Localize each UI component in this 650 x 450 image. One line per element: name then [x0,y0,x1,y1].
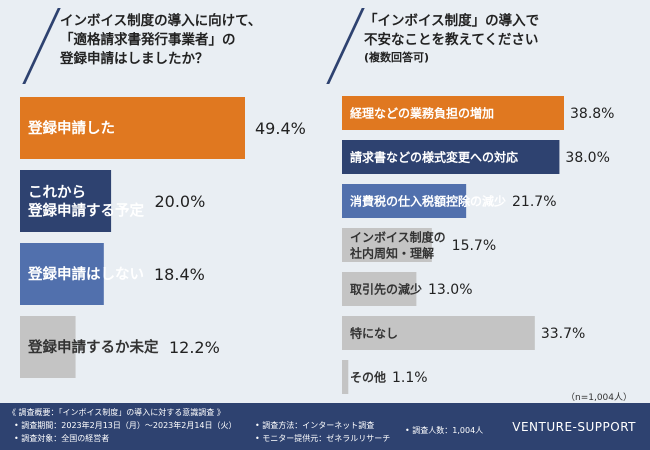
bar [20,316,76,378]
category-label-line: 取引先の減少 [350,281,422,296]
category-label: 消費税の仕入税額控除の減少 [350,193,506,208]
footer-monitor: • モニター提供元：ゼネラルリサーチ [255,434,391,443]
bar [342,360,349,394]
sample-size-label: （n=1,004人） [565,393,632,403]
value-label: 15.7% [452,238,496,254]
category-label: 登録申請はしない [27,265,144,283]
value-label: 38.0% [565,150,609,166]
left-title-line: 「適格請求書発行事業者」の [60,32,236,48]
right-question-header: 「インボイス制度」の導入で 不安なことを教えてください (複数回答可) [326,0,640,88]
left-title-line: インボイス制度の導入に向けて、 [60,13,262,29]
category-label-line: 登録申請する予定 [27,201,144,219]
footer-method: • 調査方法：インターネット調査 [255,421,375,430]
category-label: 経理などの業務負担の増加 [350,105,494,120]
bar [342,228,432,262]
footer-count: • 調査人数：1,004人 [405,426,484,435]
value-label: 38.8% [570,106,614,122]
right-question-title: 「インボイス制度」の導入で 不安なことを教えてください (複数回答可) [364,12,634,65]
category-label-line: インボイス制度の [350,229,446,244]
category-label: 登録申請した [27,119,115,137]
left-title-line: 登録申請はしましたか？ [60,51,209,67]
category-label-line: 消費税の仕入税額控除の減少 [350,193,506,208]
category-label-line: 経理などの業務負担の増加 [350,105,494,120]
right-title-subtitle: (複数回答可) [364,51,430,64]
value-label: 13.0% [428,282,472,298]
survey-bar-charts: 登録申請した 49.4% これから登録申請する予定 20.0% 登録申請はしない 18.4… [20,96,614,394]
right-title-line: 不安なことを教えてください [364,32,539,48]
category-label: 登録申請するか未定 [27,338,159,356]
bar [20,170,112,232]
bar [342,184,467,218]
value-label: 20.0% [154,192,205,211]
category-label: 請求書などの様式変更への対応 [350,149,518,164]
value-label: 12.2% [169,338,220,357]
category-label: これから登録申請する予定 [27,184,144,220]
category-label-line: 特になし [350,325,398,340]
bar [20,243,104,305]
bar [342,140,560,174]
bar [342,272,417,306]
survey-footer: 《 調査概要：「インボイス制度」の導入に対する意識調査 》 • 調査期間：202… [0,403,650,450]
category-label-line: 社内周知・理解 [349,245,434,260]
category-label-line: これから [28,184,86,201]
category-label-line: 請求書などの様式変更への対応 [350,149,518,164]
bar [342,316,535,350]
footer-target: • 調査対象：全国の経営者 [14,434,110,443]
value-label: 49.4% [255,119,306,138]
value-label: 33.7% [541,326,585,342]
category-label: その他 [350,369,386,384]
left-question-title: インボイス制度の導入に向けて、 「適格請求書発行事業者」の 登録申請はしましたか… [60,12,330,69]
right-title-line: 「インボイス制度」の導入で [364,13,540,29]
value-label: 21.7% [512,194,556,210]
category-label: 特になし [350,325,398,340]
bar [20,97,245,159]
category-label: 取引先の減少 [350,281,422,296]
category-label-line: 登録申請はしない [27,265,144,283]
footer-period: • 調査期間：2023年2月13日（月）〜2023年2月14日（火） [14,421,237,430]
category-label-line: その他 [350,369,386,384]
value-label: 1.1% [392,370,428,386]
footer-summary: 《 調査概要：「インボイス制度」の導入に対する意識調査 》 [8,408,225,417]
value-label: 18.4% [154,265,205,284]
category-label-line: 登録申請した [27,119,115,137]
category-label: インボイス制度の社内周知・理解 [349,229,446,260]
left-question-header: インボイス制度の導入に向けて、 「適格請求書発行事業者」の 登録申請はしましたか… [22,0,330,88]
category-label-line: 登録申請するか未定 [27,338,159,356]
bar [342,96,564,130]
brand-logo-text: VENTURE-SUPPORT [512,420,636,434]
